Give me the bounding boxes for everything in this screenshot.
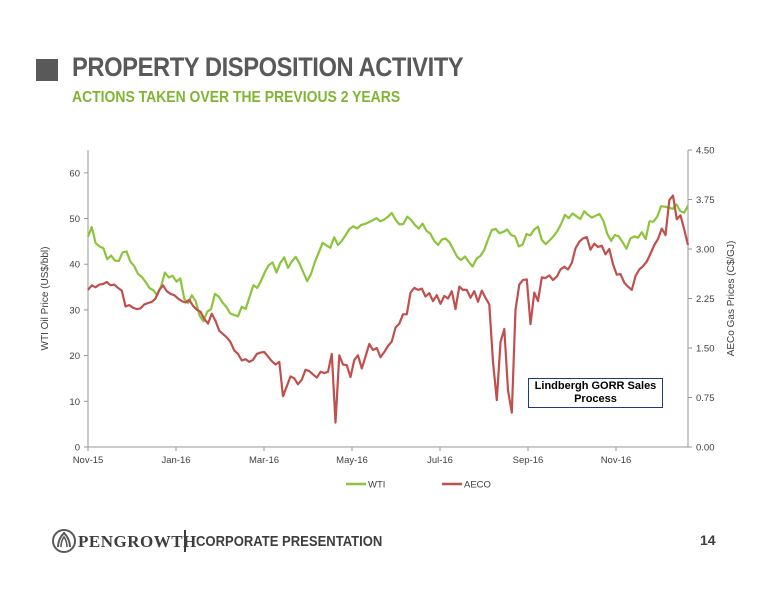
y-tick-label-left: 30 <box>69 305 80 316</box>
y-tick-label-right: 0.75 <box>696 393 715 404</box>
y-tick-label-left: 40 <box>69 260 80 271</box>
annotation-box: Lindbergh GORR Sales Process <box>528 378 663 408</box>
y-tick-label-left: 60 <box>69 168 80 179</box>
y-tick-label-right: 3.75 <box>696 195 715 206</box>
title-marker <box>36 59 58 81</box>
x-tick-label: Nov-15 <box>73 455 104 466</box>
page-number: 14 <box>700 532 716 548</box>
y-tick-label-right: 4.50 <box>696 146 715 157</box>
y-tick-label-left: 0 <box>75 443 80 454</box>
x-tick-label: Nov-16 <box>601 455 632 466</box>
x-tick-label: Jul-16 <box>427 455 453 466</box>
series-line-wti <box>86 203 689 323</box>
presentation-label: CORPORATE PRESENTATION <box>196 534 383 550</box>
x-tick-label: May-16 <box>336 455 368 466</box>
pengrowth-logo-icon <box>52 529 76 553</box>
series-line-aeco <box>87 194 690 424</box>
legend-label-wti: WTI <box>368 480 385 491</box>
brand-name: PENGROWTH <box>78 532 197 551</box>
y-axis-title-left: WTI Oil Price (US$/bbl) <box>40 247 51 351</box>
y-tick-label-right: 1.50 <box>696 344 715 355</box>
y-axis-title-right: AECo Gas Prices (C$/GJ) <box>726 241 737 357</box>
x-tick-label: Sep-16 <box>513 455 544 466</box>
y-tick-label-left: 10 <box>69 397 80 408</box>
footer-divider <box>184 530 186 552</box>
page-subtitle: ACTIONS TAKEN OVER THE PREVIOUS 2 YEARS <box>72 89 401 106</box>
y-tick-label-left: 50 <box>69 214 80 225</box>
legend-label-aeco: AECO <box>464 480 491 491</box>
page-title: PROPERTY DISPOSITION ACTIVITY <box>72 52 464 82</box>
x-tick-label: Jan-16 <box>161 455 190 466</box>
y-tick-label-right: 3.00 <box>696 245 715 256</box>
y-tick-label-right: 2.25 <box>696 294 715 305</box>
y-tick-label-left: 20 <box>69 351 80 362</box>
x-tick-label: Mar-16 <box>249 455 279 466</box>
y-tick-label-right: 0.00 <box>696 443 715 454</box>
